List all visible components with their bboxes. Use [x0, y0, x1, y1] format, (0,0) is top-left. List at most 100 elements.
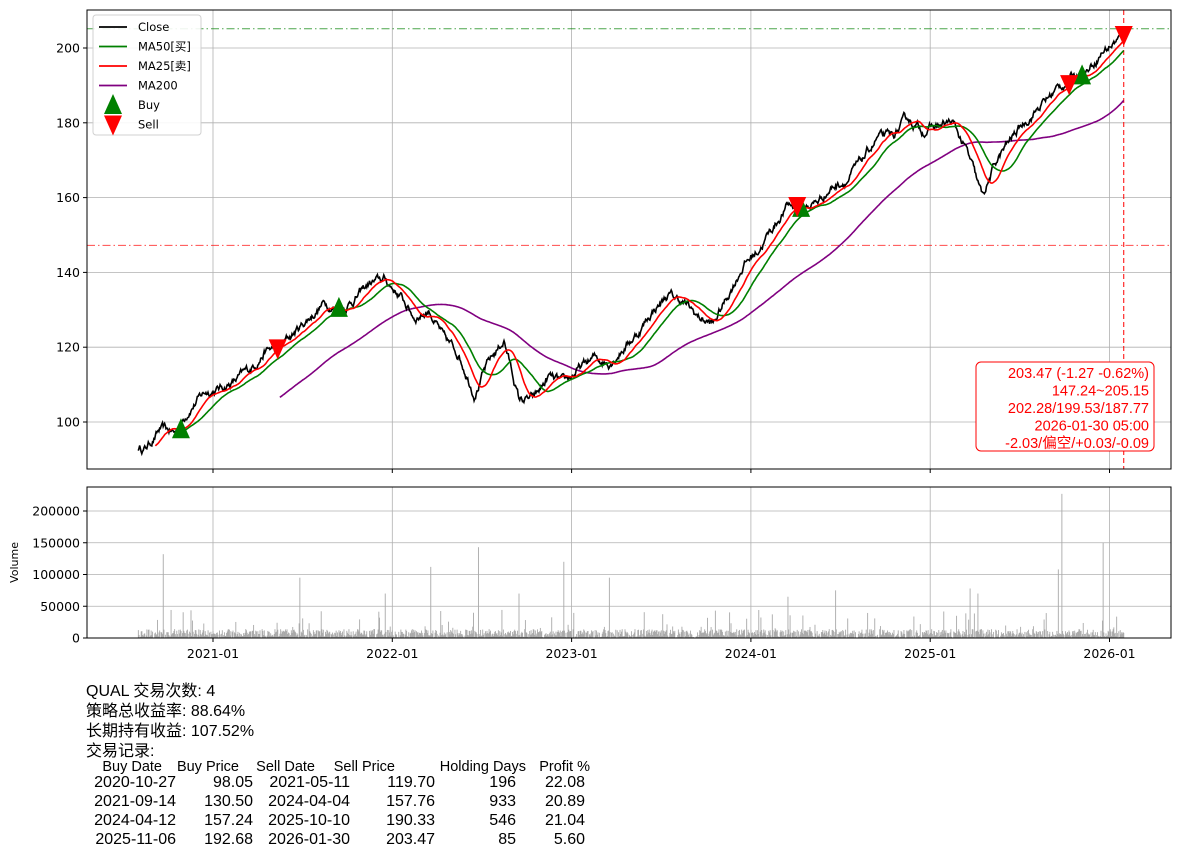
- volume-bar: [306, 636, 308, 638]
- volume-bar: [519, 635, 521, 638]
- volume-bar: [562, 630, 564, 638]
- volume-bar: [739, 629, 741, 638]
- volume-bar: [734, 631, 736, 638]
- volume-bar: [912, 636, 913, 638]
- volume-bar: [1105, 633, 1107, 638]
- volume-bar: [907, 631, 908, 638]
- volume-bar: [769, 630, 771, 638]
- volume-bar: [972, 629, 974, 638]
- volume-bar: [737, 635, 739, 638]
- volume-bar: [736, 636, 738, 638]
- volume-bar: [140, 631, 142, 638]
- volume-bar: [1077, 631, 1078, 638]
- volume-bar: [795, 631, 797, 638]
- volume-bar: [366, 631, 368, 638]
- x-tick-label: 2024-01: [725, 646, 777, 661]
- volume-bar: [421, 630, 422, 638]
- volume-bar: [788, 629, 790, 638]
- volume-bar: [506, 635, 508, 638]
- volume-bar: [547, 634, 549, 638]
- volume-bar: [1072, 630, 1074, 638]
- volume-bar: [472, 626, 474, 638]
- sell-marker: [1060, 75, 1079, 96]
- volume-bar: [278, 636, 279, 638]
- volume-bar: [395, 634, 397, 638]
- volume-bar: [429, 635, 431, 638]
- volume-bar: [428, 635, 430, 638]
- volume-bar: [238, 632, 240, 638]
- volume-bar: [337, 632, 339, 638]
- volume-bar: [1113, 627, 1115, 638]
- volume-bar: [497, 630, 499, 638]
- volume-tick-label: 200000: [32, 504, 80, 519]
- volume-bar: [315, 630, 317, 638]
- volume-bar: [247, 634, 249, 638]
- volume-bar: [428, 635, 430, 638]
- volume-bar: [250, 631, 252, 638]
- volume-bar: [951, 636, 953, 638]
- volume-bar: [897, 630, 899, 638]
- volume-bar: [687, 634, 689, 638]
- volume-bar: [850, 632, 852, 638]
- table-cell: 5.60: [553, 831, 585, 848]
- volume-bar: [448, 631, 450, 638]
- volume-bar: [830, 634, 832, 638]
- volume-bar: [1068, 630, 1070, 638]
- volume-bar: [824, 630, 826, 638]
- volume-bar: [190, 610, 192, 638]
- volume-bar: [791, 632, 793, 638]
- volume-bar: [362, 634, 363, 638]
- volume-bar: [262, 631, 264, 638]
- volume-tick-label: 150000: [32, 535, 80, 550]
- volume-bar: [489, 632, 491, 638]
- volume-bar: [184, 633, 186, 638]
- volume-bar: [544, 634, 546, 638]
- volume-bar: [172, 633, 174, 638]
- volume-bar: [1017, 636, 1019, 638]
- volume-bar: [473, 612, 474, 638]
- x-tick-label: 2023-01: [545, 646, 597, 661]
- table-cell: 196: [489, 774, 516, 791]
- volume-bar: [334, 633, 336, 638]
- volume-bar: [688, 633, 690, 638]
- volume-bar: [1064, 631, 1066, 638]
- volume-bar: [818, 633, 820, 638]
- volume-bar: [249, 631, 251, 638]
- volume-bar: [1001, 634, 1003, 638]
- volume-bar: [287, 634, 289, 638]
- volume-bar: [976, 631, 977, 638]
- volume-bar: [398, 631, 400, 638]
- volume-bar: [620, 634, 622, 638]
- volume-bar: [1111, 631, 1113, 638]
- volume-bar: [376, 634, 378, 638]
- volume-bar: [372, 633, 374, 638]
- volume-bar: [423, 633, 425, 638]
- volume-bar: [330, 633, 332, 638]
- volume-bar: [400, 629, 402, 638]
- volume-bar: [882, 631, 884, 638]
- volume-bar: [1067, 632, 1069, 638]
- volume-bar: [257, 631, 259, 638]
- x-tick-label: 2025-01: [904, 646, 956, 661]
- volume-bar: [893, 630, 895, 638]
- volume-bar: [838, 631, 840, 638]
- volume-bar: [848, 633, 850, 638]
- volume-bar: [182, 612, 184, 638]
- volume-bar: [353, 636, 355, 638]
- volume-bar: [561, 632, 563, 638]
- volume-bar: [924, 633, 926, 638]
- volume-bar: [193, 636, 195, 638]
- volume-bar: [652, 634, 654, 638]
- table-cell: 2021-05-11: [269, 774, 350, 791]
- volume-bar: [505, 632, 506, 638]
- volume-bar: [310, 632, 311, 638]
- volume-bar: [268, 631, 269, 638]
- volume-bar: [521, 631, 523, 638]
- volume-bar: [544, 634, 546, 638]
- volume-bar: [273, 636, 274, 638]
- volume-bar: [1031, 636, 1033, 638]
- volume-bar: [590, 633, 592, 638]
- volume-bar: [949, 636, 950, 638]
- volume-bar: [640, 630, 642, 638]
- volume-bar: [341, 634, 343, 638]
